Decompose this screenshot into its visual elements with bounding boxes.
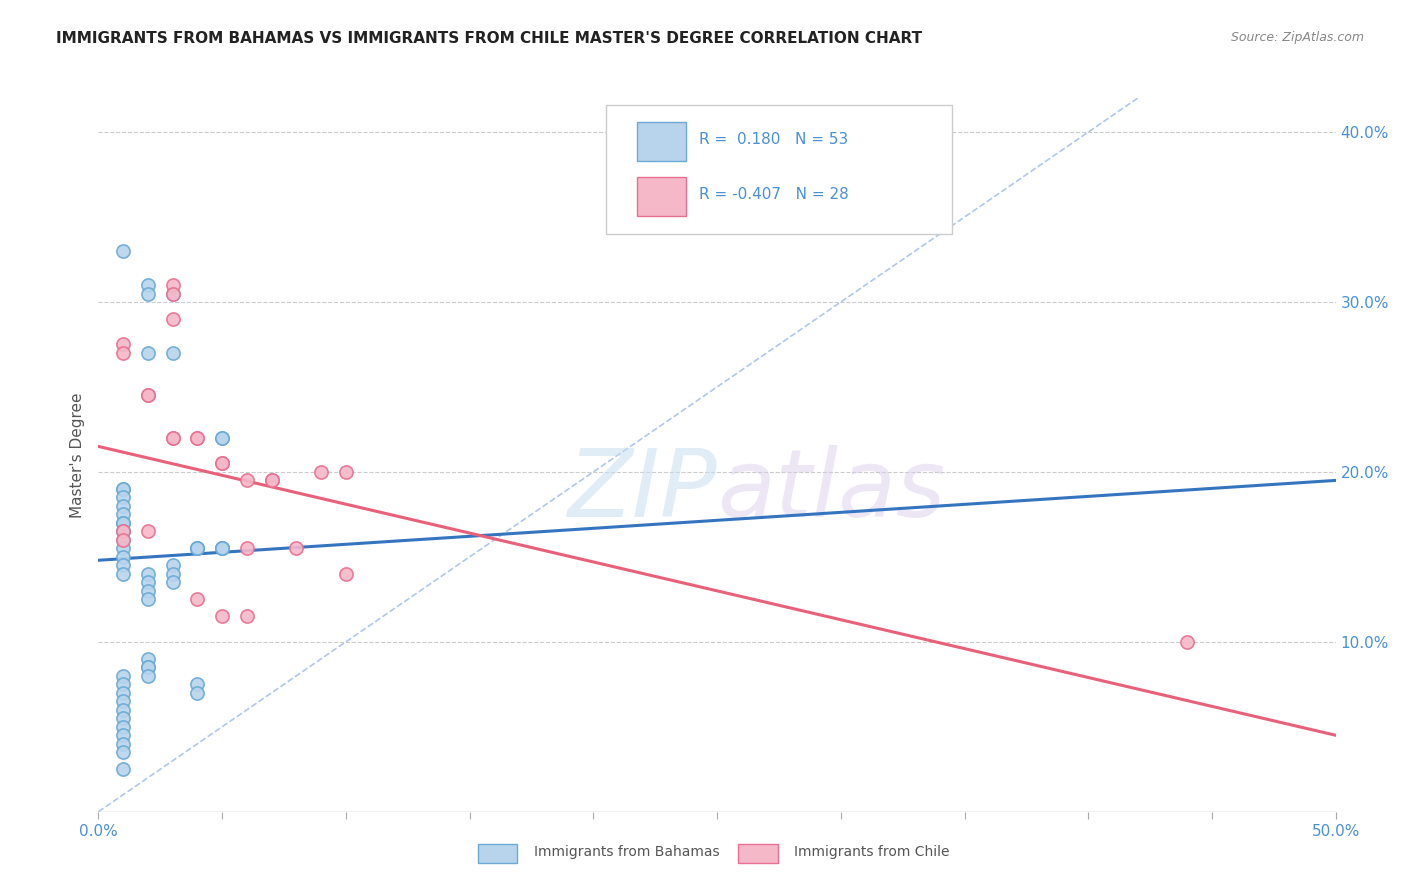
Point bbox=[136, 388, 159, 402]
Point bbox=[186, 541, 208, 556]
Point bbox=[186, 677, 208, 691]
Point bbox=[335, 465, 357, 479]
Point bbox=[162, 286, 184, 301]
Point bbox=[211, 541, 233, 556]
Point bbox=[162, 431, 184, 445]
Point bbox=[112, 499, 135, 513]
Point bbox=[112, 482, 135, 496]
Point bbox=[112, 669, 135, 683]
Point bbox=[112, 533, 135, 547]
Point bbox=[112, 541, 135, 556]
Point bbox=[136, 346, 159, 360]
Y-axis label: Master's Degree: Master's Degree bbox=[70, 392, 86, 517]
Point bbox=[112, 524, 135, 539]
Point bbox=[136, 592, 159, 607]
Point bbox=[309, 465, 332, 479]
Point bbox=[162, 278, 184, 293]
Point bbox=[211, 431, 233, 445]
Point bbox=[112, 566, 135, 581]
FancyBboxPatch shape bbox=[637, 121, 686, 161]
Point bbox=[186, 592, 208, 607]
Point bbox=[335, 566, 357, 581]
Point bbox=[136, 583, 159, 598]
FancyBboxPatch shape bbox=[606, 105, 952, 234]
Point bbox=[162, 346, 184, 360]
Point bbox=[1175, 635, 1198, 649]
Point bbox=[211, 541, 233, 556]
Point bbox=[112, 533, 135, 547]
Point bbox=[112, 737, 135, 751]
Point bbox=[112, 728, 135, 742]
Text: R =  0.180   N = 53: R = 0.180 N = 53 bbox=[699, 132, 848, 147]
Point bbox=[112, 558, 135, 573]
Point bbox=[136, 660, 159, 674]
Point bbox=[112, 482, 135, 496]
Point bbox=[162, 566, 184, 581]
Point bbox=[162, 431, 184, 445]
Point bbox=[112, 762, 135, 776]
Point bbox=[112, 337, 135, 351]
Point bbox=[136, 652, 159, 666]
Text: Source: ZipAtlas.com: Source: ZipAtlas.com bbox=[1230, 31, 1364, 45]
Point bbox=[112, 524, 135, 539]
Point bbox=[136, 669, 159, 683]
Point bbox=[236, 541, 259, 556]
Point bbox=[112, 720, 135, 734]
Point bbox=[162, 558, 184, 573]
Point bbox=[260, 474, 283, 488]
Point bbox=[186, 686, 208, 700]
Point bbox=[112, 516, 135, 530]
Point bbox=[236, 474, 259, 488]
Point bbox=[260, 474, 283, 488]
Point bbox=[136, 575, 159, 590]
Point bbox=[186, 431, 208, 445]
FancyBboxPatch shape bbox=[637, 177, 686, 216]
Text: atlas: atlas bbox=[717, 445, 945, 536]
Point bbox=[112, 346, 135, 360]
Point bbox=[112, 745, 135, 759]
Point bbox=[112, 549, 135, 564]
Point bbox=[211, 541, 233, 556]
Point bbox=[112, 677, 135, 691]
Point bbox=[236, 609, 259, 624]
Point bbox=[112, 686, 135, 700]
Point bbox=[211, 457, 233, 471]
Point bbox=[136, 278, 159, 293]
Point bbox=[136, 524, 159, 539]
Text: R = -0.407   N = 28: R = -0.407 N = 28 bbox=[699, 187, 848, 202]
Point bbox=[112, 703, 135, 717]
Point bbox=[112, 516, 135, 530]
Point bbox=[112, 694, 135, 708]
Point bbox=[186, 541, 208, 556]
Point bbox=[112, 711, 135, 725]
Point bbox=[112, 491, 135, 505]
Point bbox=[136, 286, 159, 301]
Point bbox=[112, 524, 135, 539]
Point bbox=[186, 541, 208, 556]
Text: Immigrants from Chile: Immigrants from Chile bbox=[794, 845, 950, 859]
Point bbox=[136, 566, 159, 581]
Point bbox=[162, 575, 184, 590]
Point bbox=[162, 312, 184, 326]
Text: IMMIGRANTS FROM BAHAMAS VS IMMIGRANTS FROM CHILE MASTER'S DEGREE CORRELATION CHA: IMMIGRANTS FROM BAHAMAS VS IMMIGRANTS FR… bbox=[56, 31, 922, 46]
Point bbox=[136, 388, 159, 402]
Point bbox=[211, 541, 233, 556]
Point bbox=[112, 244, 135, 258]
Text: ZIP: ZIP bbox=[568, 445, 717, 536]
Point bbox=[112, 508, 135, 522]
Point bbox=[186, 431, 208, 445]
Point bbox=[211, 457, 233, 471]
Point bbox=[162, 286, 184, 301]
Point bbox=[211, 609, 233, 624]
Point bbox=[285, 541, 308, 556]
Point bbox=[136, 660, 159, 674]
Text: Immigrants from Bahamas: Immigrants from Bahamas bbox=[534, 845, 720, 859]
Point bbox=[211, 431, 233, 445]
